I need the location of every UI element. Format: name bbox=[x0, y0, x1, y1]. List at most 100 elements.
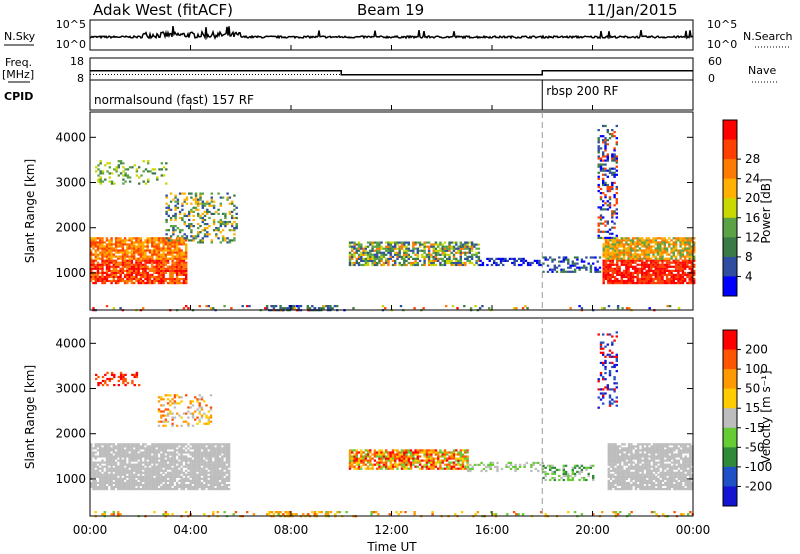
range-cell bbox=[464, 251, 467, 254]
range-cell bbox=[128, 445, 131, 448]
range-cell bbox=[191, 445, 195, 448]
range-cell bbox=[124, 180, 127, 183]
range-cell bbox=[151, 259, 154, 262]
range-cell bbox=[227, 475, 231, 478]
range-cell bbox=[110, 463, 113, 466]
range-cell bbox=[407, 261, 410, 265]
range-cell bbox=[183, 223, 186, 226]
range-cell bbox=[618, 239, 621, 242]
range-cell bbox=[654, 251, 657, 254]
range-cell bbox=[174, 225, 177, 228]
colorbar-tick-label: 12 bbox=[745, 230, 760, 244]
range-cell bbox=[616, 251, 619, 254]
range-cell bbox=[613, 194, 616, 197]
range-cell bbox=[105, 467, 109, 470]
range-cell bbox=[364, 253, 367, 256]
range-cell bbox=[611, 282, 614, 285]
range-cell bbox=[157, 263, 161, 266]
range-cell bbox=[629, 255, 633, 258]
range-cell bbox=[216, 475, 219, 478]
range-cell bbox=[684, 263, 687, 266]
range-cell bbox=[157, 481, 161, 485]
range-cell bbox=[652, 282, 655, 285]
range-cell bbox=[690, 247, 694, 250]
range-cell bbox=[96, 243, 100, 246]
colorbar-tick-label: 28 bbox=[745, 152, 760, 166]
range-cell bbox=[139, 273, 143, 276]
range-cell bbox=[208, 210, 211, 213]
range-cell bbox=[473, 243, 476, 246]
nave-dot bbox=[378, 74, 379, 75]
range-cell bbox=[443, 249, 447, 252]
range-cell bbox=[396, 255, 399, 258]
range-cell bbox=[97, 382, 100, 385]
range-cell bbox=[233, 216, 236, 220]
range-cell bbox=[672, 269, 675, 272]
range-cell bbox=[122, 170, 125, 173]
range-cell bbox=[90, 463, 93, 466]
range-cell bbox=[114, 453, 118, 456]
range-cell bbox=[117, 443, 120, 446]
range-cell bbox=[355, 457, 358, 460]
range-cell bbox=[119, 485, 122, 489]
range-cell bbox=[155, 239, 158, 242]
range-cell bbox=[206, 212, 209, 215]
range-cell bbox=[135, 170, 139, 173]
range-cell bbox=[641, 245, 644, 248]
range-cell bbox=[169, 479, 172, 482]
range-cell bbox=[160, 410, 163, 413]
range-cell bbox=[189, 443, 192, 446]
range-cell bbox=[117, 166, 120, 169]
range-cell bbox=[663, 243, 666, 246]
range-cell bbox=[663, 251, 666, 254]
range-cell bbox=[182, 477, 186, 480]
range-cell bbox=[446, 253, 449, 256]
range-cell bbox=[169, 488, 172, 491]
range-cell bbox=[441, 459, 444, 462]
range-cell bbox=[227, 469, 231, 472]
nave-dot bbox=[528, 74, 529, 75]
range-cell bbox=[112, 459, 115, 462]
range-cell bbox=[602, 151, 605, 154]
range-cell bbox=[90, 467, 93, 470]
range-cell bbox=[351, 249, 354, 252]
range-cell bbox=[194, 235, 198, 238]
range-cell bbox=[128, 457, 131, 460]
range-cell bbox=[654, 255, 657, 258]
range-cell bbox=[142, 170, 145, 173]
range-cell bbox=[398, 241, 401, 244]
range-cell bbox=[351, 261, 354, 265]
range-cell bbox=[164, 418, 167, 421]
range-cell bbox=[597, 234, 600, 237]
range-cell bbox=[187, 485, 190, 489]
range-cell bbox=[114, 271, 118, 274]
range-cell bbox=[200, 451, 204, 454]
range-cell bbox=[203, 235, 207, 238]
range-cell bbox=[375, 255, 379, 258]
range-cell bbox=[169, 241, 172, 244]
range-cell bbox=[227, 463, 231, 466]
range-cell bbox=[608, 187, 612, 191]
range-cell bbox=[108, 251, 111, 254]
range-cell bbox=[128, 488, 131, 491]
range-cell bbox=[96, 271, 100, 274]
range-cell bbox=[146, 447, 149, 450]
range-cell bbox=[117, 483, 120, 487]
range-cell bbox=[425, 255, 429, 258]
range-cell bbox=[203, 202, 207, 205]
nave-dot bbox=[192, 74, 193, 75]
range-cell bbox=[119, 457, 122, 460]
range-cell bbox=[101, 237, 104, 240]
range-cell bbox=[645, 237, 648, 240]
range-cell bbox=[112, 271, 115, 274]
range-cell bbox=[216, 488, 219, 491]
y-tick-label: 2000 bbox=[55, 221, 86, 235]
range-cell bbox=[214, 457, 217, 460]
range-cell bbox=[153, 488, 156, 491]
range-cell bbox=[196, 477, 199, 480]
range-cell bbox=[157, 447, 161, 450]
range-cell bbox=[171, 473, 174, 476]
range-cell bbox=[178, 483, 181, 487]
range-cell bbox=[178, 451, 181, 454]
range-cell bbox=[142, 443, 145, 446]
